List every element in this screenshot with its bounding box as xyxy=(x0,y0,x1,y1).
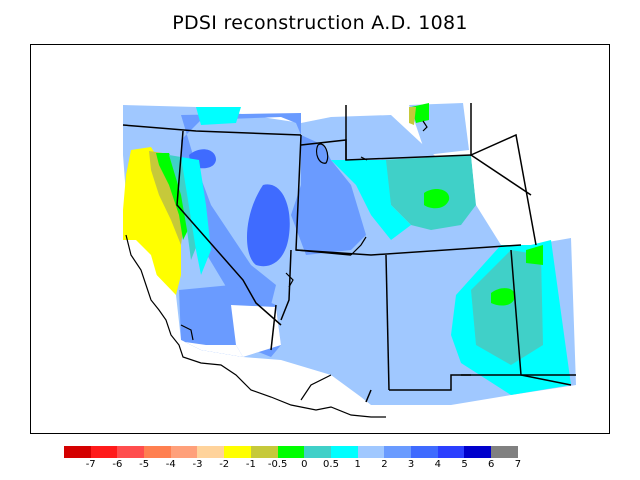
region-teal-coast xyxy=(169,155,199,260)
map-panel xyxy=(30,44,610,434)
legend-colorbar xyxy=(64,446,518,458)
legend-swatch xyxy=(384,446,411,458)
legend-tick-label: 1 xyxy=(354,459,361,470)
legend-swatch xyxy=(117,446,145,458)
legend-tick-label: -1 xyxy=(245,459,256,470)
legend-swatch xyxy=(144,446,171,458)
state-borders xyxy=(122,103,576,403)
legend-tick-label: -7 xyxy=(85,459,96,470)
legend-swatch xyxy=(224,446,251,458)
legend-tick-label: -6 xyxy=(112,459,123,470)
region-blank-southwest-2 xyxy=(231,305,281,357)
pdsi-map xyxy=(122,103,576,418)
legend-tick-label: 2 xyxy=(381,459,388,470)
region-blank-east xyxy=(471,135,531,245)
legend-swatch xyxy=(277,446,305,458)
legend-swatch xyxy=(304,446,331,458)
legend-swatch xyxy=(491,446,518,458)
legend-tick-label: 5 xyxy=(461,459,468,470)
legend-tick-label: 7 xyxy=(514,459,522,470)
region-blank-southwest xyxy=(123,240,243,357)
legend-swatch xyxy=(357,446,385,458)
region-green-east-edge xyxy=(526,245,543,265)
map-title: PDSI reconstruction A.D. 1081 xyxy=(172,12,468,34)
legend-tick-label: -4 xyxy=(165,459,176,470)
legend-tick-label: 3 xyxy=(407,459,415,470)
region-medium-blue-west xyxy=(181,113,366,357)
legend-tick-label: -5 xyxy=(139,459,150,470)
region-cyan-coast xyxy=(181,157,211,275)
legend-swatch xyxy=(250,446,278,458)
region-tan-north-top xyxy=(409,107,416,125)
legend-tick-label: 6 xyxy=(488,459,495,470)
coastline xyxy=(125,234,386,418)
legend-swatch xyxy=(464,446,491,458)
region-teal-east xyxy=(471,250,543,365)
legend-swatch xyxy=(170,446,198,458)
region-cyan-northeast xyxy=(331,160,411,240)
region-green-northeast xyxy=(424,189,450,209)
region-green-east xyxy=(491,288,516,306)
region-green-coast xyxy=(156,153,188,240)
lakes xyxy=(285,120,428,288)
legend-swatch xyxy=(197,446,225,458)
legend-tick-label: 0 xyxy=(301,459,308,470)
region-yellow-coast xyxy=(123,147,181,295)
legend-swatch xyxy=(90,446,118,458)
legend-tick-label: -2 xyxy=(219,459,230,470)
legend-swatch xyxy=(330,446,358,458)
legend-tick-label: 4 xyxy=(434,459,441,470)
legend-tick-label: -3 xyxy=(192,459,203,470)
legend-tick-label: -0.5 xyxy=(267,459,288,470)
region-cyan-top xyxy=(196,107,241,125)
legend-swatch xyxy=(64,446,91,458)
region-dark-blue xyxy=(246,184,290,267)
legend-swatch xyxy=(410,446,438,458)
legend-tick-label: 0.5 xyxy=(323,459,339,470)
legend-swatch xyxy=(437,446,465,458)
region-tan-coast xyxy=(149,151,183,245)
